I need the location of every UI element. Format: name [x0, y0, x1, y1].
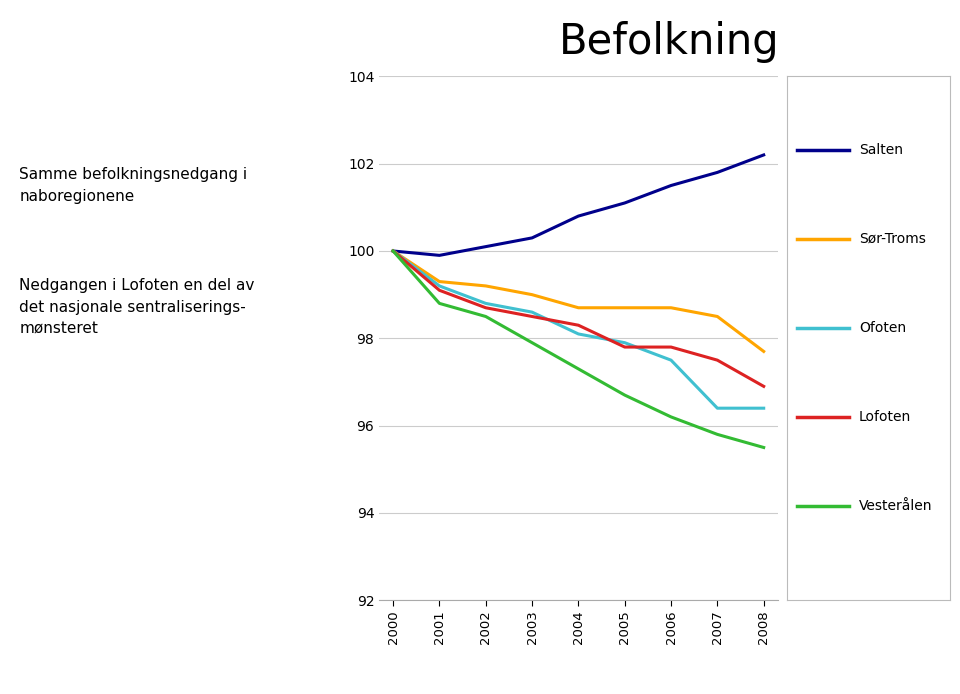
Text: Befolkning: Befolkning [560, 21, 780, 63]
Text: Lofoten: Lofoten [859, 410, 911, 424]
Text: Ofoten: Ofoten [859, 321, 906, 335]
Text: Sør-Troms: Sør-Troms [859, 232, 925, 246]
Text: 28.11.2008     Knut Vareide: 28.11.2008 Knut Vareide [19, 668, 191, 682]
Text: Vesterålen: Vesterålen [859, 499, 932, 513]
Text: 6: 6 [924, 668, 931, 682]
Text: Samme befolkningsnedgang i
naboregionene: Samme befolkningsnedgang i naboregionene [19, 167, 248, 204]
Text: Nedgangen i Lofoten en del av
det nasjonale sentraliserings-
mønsteret: Nedgangen i Lofoten en del av det nasjon… [19, 278, 254, 337]
Text: telemarksforsking.no: telemarksforsking.no [768, 668, 900, 682]
Text: Salten: Salten [859, 143, 903, 157]
